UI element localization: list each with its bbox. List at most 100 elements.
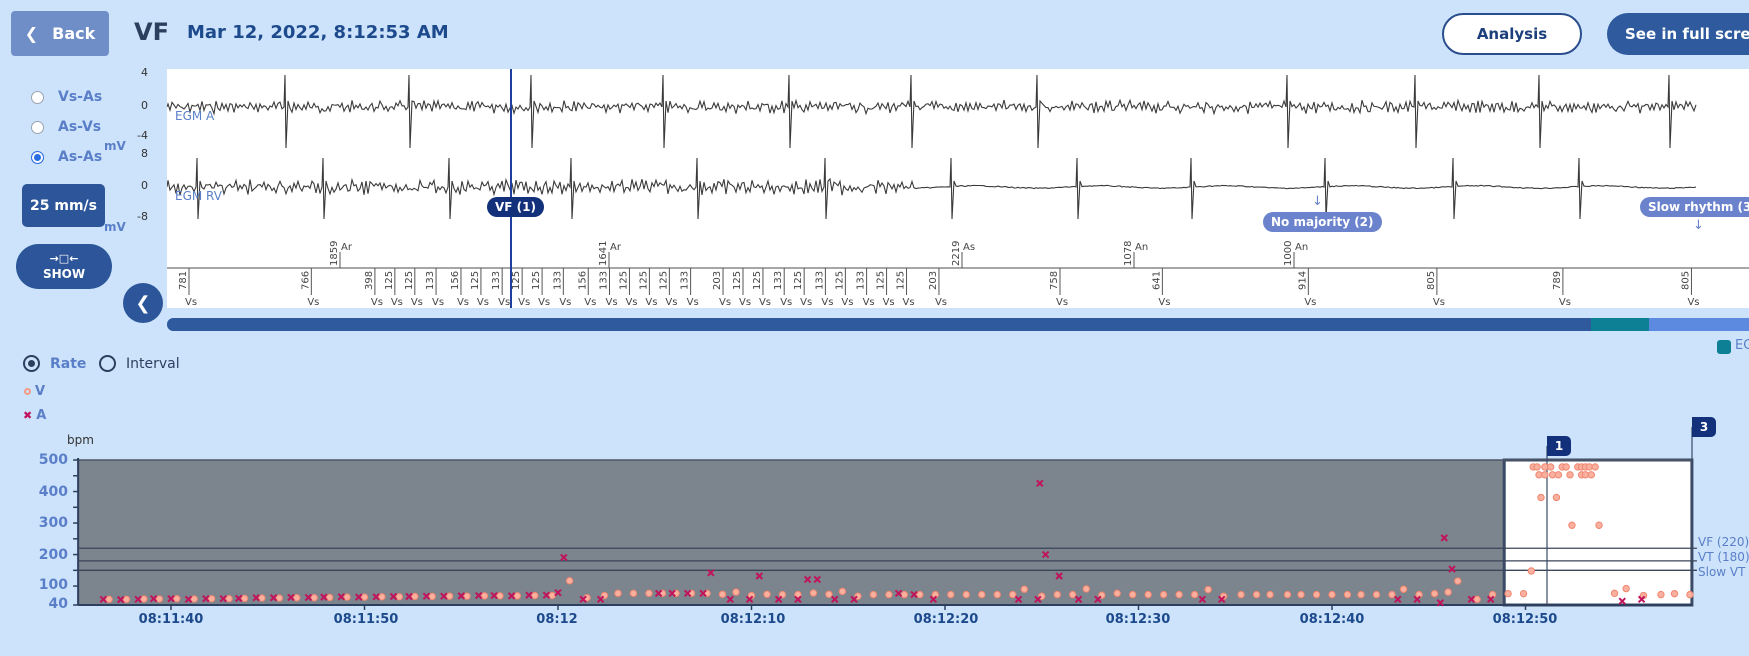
episode-marker-no-majority[interactable]: No majority (2)	[1263, 212, 1382, 232]
x-tick: 08:12:50	[1492, 612, 1558, 627]
a-rate-point	[490, 591, 498, 600]
v-rate-point	[1009, 590, 1017, 599]
v-rate-point	[1159, 590, 1168, 599]
v-rate-point	[1175, 590, 1183, 599]
x-tick: 08:11:50	[333, 612, 399, 627]
a-rate-point	[755, 572, 763, 580]
v-rate-point	[1266, 590, 1274, 599]
episode-marker-slow-rhythm[interactable]: Slow rhythm (3)	[1640, 197, 1749, 217]
x-tick: 08:12:30	[1105, 612, 1171, 627]
interval-label: 781	[178, 271, 189, 290]
mode-rate[interactable]: Rate	[23, 355, 86, 372]
v-rate-point	[1554, 471, 1563, 479]
vs-code: Vs	[605, 297, 617, 308]
a-rate-point	[149, 594, 158, 603]
radio-label: As-As	[58, 149, 103, 165]
vs-code: Vs	[665, 297, 677, 308]
vs-code: Vs	[1158, 297, 1170, 308]
v-rate-point	[900, 590, 909, 599]
legend-a: ✖ A	[23, 408, 46, 423]
v-rate-point	[496, 592, 504, 600]
radio-vs-as[interactable]: Vs-As	[31, 89, 102, 105]
vs-code: Vs	[841, 297, 853, 308]
v-rate-point	[1343, 590, 1352, 599]
v-rate-point	[629, 589, 638, 598]
radio-as-vs[interactable]: As-Vs	[31, 119, 101, 135]
a-rate-point	[269, 594, 278, 602]
vs-marker: 758 Vs	[1049, 268, 1068, 308]
egm-rv-label: EGM RV	[175, 189, 222, 203]
v-rate-point	[428, 592, 436, 601]
interval-label: 125	[793, 271, 804, 290]
interval-label: 125	[752, 271, 763, 290]
episode-marker-vf[interactable]: VF (1)	[487, 197, 544, 217]
egm-legend-swatch	[1717, 340, 1731, 354]
egm-progress-bar[interactable]	[167, 318, 1749, 331]
v-rate-point	[869, 590, 878, 599]
episode-flag-1[interactable]: 1	[1547, 436, 1571, 456]
interval-label: 133	[491, 271, 502, 290]
episode-flag-3[interactable]: 3	[1692, 417, 1716, 437]
show-button[interactable]: →□← SHOW	[16, 244, 112, 289]
vs-code: Vs	[800, 297, 812, 308]
v-rate-point	[1144, 590, 1152, 599]
radio-circle-icon	[31, 120, 44, 134]
collapse-sidebar-button[interactable]: ❮	[123, 283, 163, 323]
v-rate-point	[1430, 589, 1439, 598]
vs-code: Vs	[411, 297, 423, 308]
mode-label: Interval	[126, 355, 180, 372]
y-tick: 500	[38, 452, 68, 468]
radio-label: Vs-As	[58, 89, 103, 105]
v-rate-point	[1020, 585, 1029, 593]
v-rate-point	[1670, 589, 1679, 598]
a-rate-point	[219, 594, 227, 603]
v-rate-point	[885, 590, 893, 599]
interval-label: 125	[638, 271, 649, 290]
fullscreen-button[interactable]: See in full screen	[1607, 13, 1749, 55]
a-rate-point	[813, 575, 821, 584]
v-rate-point	[1388, 590, 1396, 599]
v-rate-point	[1312, 590, 1321, 599]
vs-code: Vs	[1687, 297, 1699, 308]
a-rate-point	[1440, 534, 1448, 542]
a-rate-point	[683, 589, 692, 598]
v-rate-point	[293, 594, 301, 602]
v-rate-point	[275, 594, 284, 602]
vs-marker: 133 Vs	[598, 268, 618, 308]
selected-episode-window[interactable]	[1502, 458, 1694, 607]
y-tick: 100	[38, 577, 68, 593]
vs-code: Vs	[432, 297, 444, 308]
vs-marker: 398 Vs	[364, 268, 383, 308]
interval-label: 125	[511, 271, 522, 290]
vs-code: Vs	[719, 297, 731, 308]
v-rate-point	[531, 591, 539, 600]
back-label: Back	[52, 24, 96, 43]
radio-as-as[interactable]: As-As	[31, 149, 102, 165]
a-rate-point	[1217, 595, 1226, 604]
a-rate-point	[668, 589, 676, 598]
v-rate-point	[463, 592, 471, 600]
mode-interval[interactable]: Interval	[99, 355, 180, 372]
sweep-speed-button[interactable]: 25 mm/s	[22, 184, 105, 227]
back-button[interactable]: ❮ Back	[11, 11, 109, 56]
atrial-interval-label: 1641	[598, 241, 609, 266]
analysis-button[interactable]: Analysis	[1442, 13, 1582, 55]
vs-code: Vs	[307, 297, 319, 308]
threshold-label-slow-vt: Slow VT	[1698, 565, 1746, 579]
egm-rv-tick: -8	[137, 210, 148, 223]
v-rate-point	[513, 592, 522, 600]
egm-strip[interactable]: 781 Vs 766 Vs 398 Vs 125 Vs 125 Vs 133 Vs 156 Vs 125 Vs…	[167, 69, 1749, 308]
a-rate-point	[287, 593, 295, 602]
vs-code: Vs	[391, 297, 403, 308]
vs-marker: 203 Vs	[712, 268, 731, 308]
vs-code: Vs	[883, 297, 895, 308]
interval-label: 914	[1297, 271, 1308, 290]
a-rate-point	[579, 595, 587, 604]
vs-marker: 125 Vs	[876, 268, 895, 308]
vs-code: Vs	[498, 297, 510, 308]
v-rate-point	[1053, 590, 1061, 599]
a-rate-point	[707, 569, 715, 577]
v-rate-point	[718, 590, 727, 598]
v-rate-point	[962, 590, 970, 599]
